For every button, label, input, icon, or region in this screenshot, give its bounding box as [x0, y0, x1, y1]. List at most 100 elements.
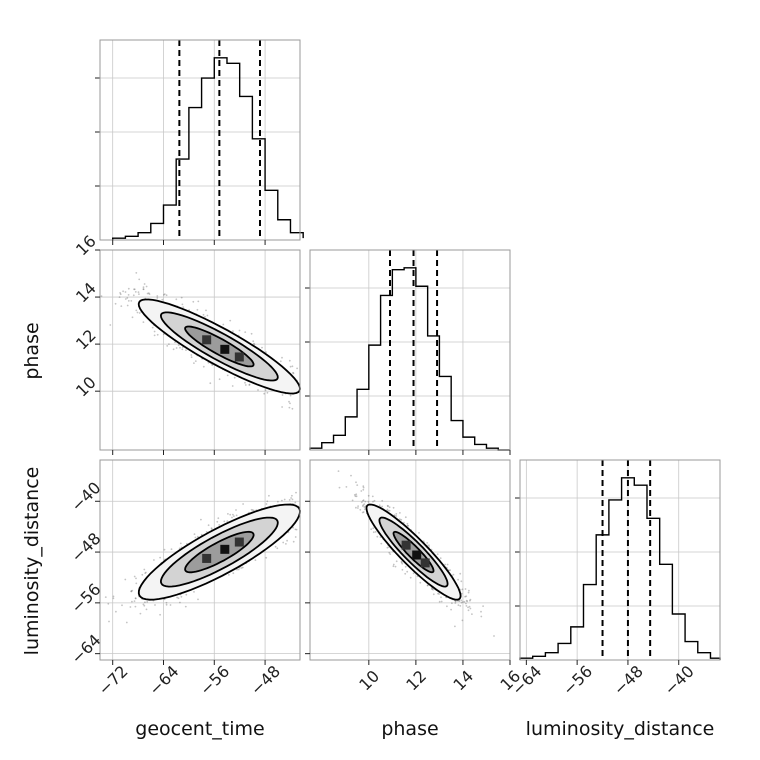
scatter-point	[440, 600, 443, 603]
scatter-point	[378, 504, 381, 507]
scatter-point	[232, 330, 234, 332]
density-core	[202, 537, 244, 563]
scatter-point	[362, 499, 365, 502]
scatter-point	[282, 541, 285, 544]
scatter-point	[291, 365, 294, 368]
panel-frame	[99, 39, 301, 241]
density-cell	[234, 537, 244, 547]
scatter-point	[132, 294, 135, 297]
scatter-point	[288, 499, 291, 501]
scatter-point	[172, 348, 175, 351]
scatter-point	[130, 590, 133, 593]
scatter-point	[261, 346, 263, 349]
scatter-point	[223, 520, 226, 523]
panel-frame	[309, 249, 511, 451]
scatter-point	[133, 600, 136, 602]
scatter-point	[235, 509, 237, 511]
scatter-point	[356, 484, 359, 486]
scatter-point	[357, 505, 359, 507]
scatter-point	[404, 572, 407, 575]
scatter-point	[373, 499, 376, 502]
scatter-point	[277, 500, 279, 503]
scatter-point	[460, 599, 463, 602]
scatter-point	[254, 559, 257, 561]
density-cell	[234, 352, 244, 362]
scatter-point	[355, 506, 357, 509]
scatter-point	[449, 569, 451, 571]
scatter-point	[345, 486, 348, 488]
scatter-point	[194, 360, 197, 362]
scatter-point	[438, 600, 441, 603]
scatter-point	[134, 597, 137, 599]
scatter-point	[263, 392, 266, 395]
scatter-point	[444, 563, 446, 566]
scatter-point	[161, 298, 164, 301]
scatter-point	[459, 572, 462, 575]
scatter-point	[112, 595, 115, 598]
scatter-point	[163, 294, 165, 296]
scatter-point	[253, 343, 256, 346]
scatter-point	[412, 572, 415, 575]
histogram-step	[111, 57, 304, 240]
scatter-point	[471, 613, 473, 615]
scatter-point	[142, 288, 145, 290]
scatter-point	[130, 300, 133, 302]
scatter-point	[370, 528, 373, 531]
scatter-point	[257, 389, 259, 391]
scatter-point	[104, 596, 107, 598]
scatter-point	[121, 604, 123, 607]
scatter-point	[461, 588, 464, 591]
scatter-point	[143, 604, 146, 607]
scatter-point	[428, 544, 430, 547]
scatter-point	[141, 573, 144, 576]
scatter-point	[143, 283, 146, 285]
scatter-point	[159, 556, 162, 559]
scatter-point	[153, 330, 156, 333]
scatter-point	[138, 293, 140, 295]
scatter-point	[268, 494, 270, 497]
scatter-point	[404, 565, 407, 568]
scatter-point	[232, 513, 234, 516]
scatter-point	[146, 601, 149, 603]
scatter-point	[289, 402, 291, 405]
scatter-point	[229, 319, 232, 322]
scatter-point	[395, 560, 398, 563]
scatter-point	[134, 605, 137, 608]
scatter-point	[387, 509, 389, 512]
scatter-point	[281, 499, 283, 502]
scatter-point	[244, 331, 247, 333]
scatter-point	[351, 499, 354, 502]
scatter-panel-phase-vs-geocent-time: 10 12 14 16	[72, 231, 301, 455]
scatter-point	[163, 293, 166, 295]
scatter-point	[240, 567, 243, 569]
scatter-point	[362, 486, 365, 489]
scatter-point	[294, 536, 297, 538]
scatter-point	[399, 512, 401, 514]
scatter-point	[281, 356, 283, 359]
scatter-point	[354, 495, 357, 498]
y-tick-label: −40	[67, 478, 104, 515]
histogram-panel-geocent-time	[95, 39, 304, 245]
scatter-point	[156, 333, 159, 336]
labels-layer: geocent_time phase luminosity_distance p…	[21, 322, 714, 740]
scatter-point	[381, 499, 384, 502]
scatter-point	[465, 599, 468, 602]
scatter-point	[363, 506, 366, 509]
scatter-point	[404, 516, 407, 519]
scatter-point	[127, 294, 130, 296]
panel-frame	[519, 459, 721, 661]
scatter-point	[288, 359, 291, 362]
scatter-point	[190, 354, 193, 356]
scatter-point	[406, 524, 409, 527]
scatter-point	[409, 576, 412, 579]
scatter-point	[209, 382, 212, 385]
xlabel-luminosity-distance: luminosity_distance	[526, 718, 715, 740]
scatter-point	[114, 302, 117, 305]
scatter-point	[175, 298, 178, 301]
scatter-point	[291, 494, 293, 497]
scatter-point	[286, 539, 288, 542]
scatter-point	[407, 524, 410, 527]
scatter-point	[185, 593, 188, 596]
scatter-point	[124, 291, 127, 293]
